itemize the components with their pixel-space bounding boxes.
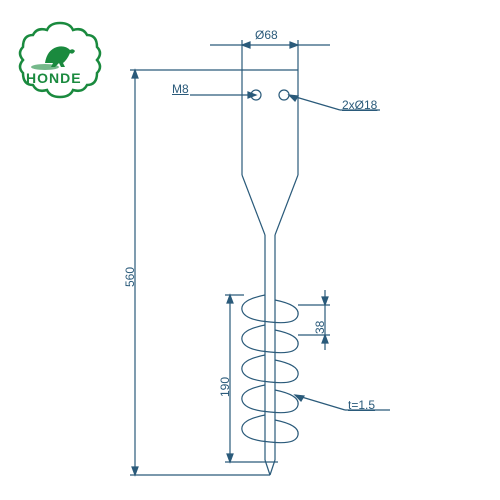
technical-drawing xyxy=(0,0,500,500)
label-total-height: 560 xyxy=(123,267,137,287)
label-helix-height: 190 xyxy=(218,377,232,397)
label-thickness: t=1.5 xyxy=(348,398,375,412)
label-hole-spec: 2xØ18 xyxy=(342,98,377,112)
label-thread-spec: M8 xyxy=(172,82,189,96)
label-pitch: 38 xyxy=(313,321,327,334)
label-top-diameter: Ø68 xyxy=(255,28,278,42)
